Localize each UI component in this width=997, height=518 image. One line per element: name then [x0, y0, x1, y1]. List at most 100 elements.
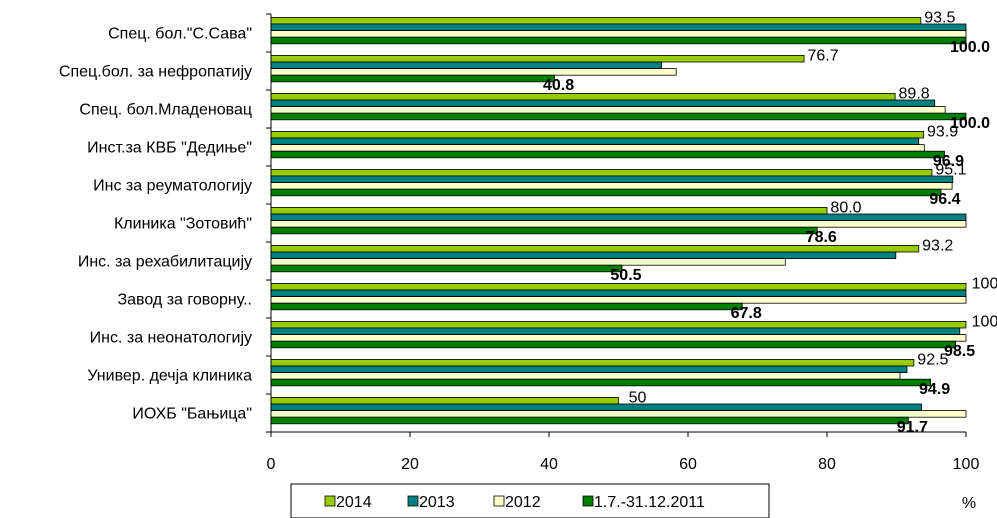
data-label: 96.4	[929, 191, 960, 208]
category-label: Спец. бол.Младеновац	[79, 102, 252, 119]
category-label: Инст.за КВБ "Дедиње"	[87, 140, 252, 157]
bar-2012-3	[270, 144, 925, 152]
data-label: 96.9	[933, 153, 964, 170]
legend-swatch	[324, 495, 336, 507]
bar-2013-9	[270, 365, 908, 373]
bar-2013-0	[270, 23, 967, 31]
x-tick-label: 60	[679, 456, 697, 473]
bar-2014-6	[270, 244, 920, 253]
category-label: Инс. за неонатологију	[90, 330, 252, 347]
bar-2014-4	[270, 168, 933, 177]
x-unit-label: %	[962, 495, 976, 512]
bar-1-7-31-12-2011-5	[270, 226, 818, 235]
bar-2013-3	[270, 137, 920, 145]
data-label: 50.5	[610, 267, 641, 284]
data-label: 93.2	[922, 237, 953, 254]
data-label: 94.9	[919, 381, 950, 398]
data-label: 100	[972, 313, 997, 330]
bar-2013-2	[270, 99, 936, 107]
data-label: 89.8	[899, 85, 930, 102]
legend-entry: 2012	[505, 494, 541, 511]
legend-entry: 1.7.-31.12.2011	[594, 494, 705, 511]
category-label: Клиника "Зотовић"	[114, 216, 252, 233]
category-labels: Спец. бол."С.Сава" Спец.бол. за нефропати…	[59, 26, 252, 423]
x-tick-label: 20	[401, 456, 419, 473]
data-label: 76.7	[807, 47, 838, 64]
category-label: ИОХБ "Бањица"	[132, 406, 252, 423]
bar-2014-0	[270, 16, 922, 25]
x-tick-label: 0	[267, 456, 276, 473]
bar-1-7-31-12-2011-8	[270, 340, 956, 349]
bar-2013-6	[270, 251, 897, 259]
x-tick-label: 80	[818, 456, 836, 473]
axes-group	[266, 13, 967, 437]
legend-swatch	[493, 495, 505, 507]
category-label: Инс. за рехабилитацију	[78, 254, 252, 271]
bar-2012-8	[270, 334, 967, 342]
legend-swatch	[407, 495, 419, 507]
category-label: Спец.бол. за нефропатију	[59, 64, 252, 81]
category-label: Универ. дечја клиника	[87, 368, 252, 385]
bar-2013-5	[270, 213, 967, 221]
data-label: 100	[972, 275, 997, 292]
bar-2012-1	[270, 68, 677, 76]
bar-2012-6	[270, 258, 786, 266]
bar-2014-8	[270, 320, 967, 329]
bar-1-7-31-12-2011-6	[270, 264, 623, 273]
data-label: 92.5	[917, 351, 948, 368]
data-label: 100.0	[950, 115, 990, 132]
data-label: 80.0	[830, 199, 861, 216]
bar-1-7-31-12-2011-10	[270, 416, 909, 425]
bar-2013-8	[270, 327, 961, 335]
data-label: 95.1	[935, 161, 966, 178]
bar-2013-1	[270, 61, 662, 69]
bar-2014-1	[270, 55, 805, 63]
data-label: 93.5	[924, 9, 955, 26]
legend-entry: 2013	[419, 494, 455, 511]
bar-2012-10	[270, 410, 967, 418]
data-label: 40.8	[543, 77, 574, 94]
bar-2012-0	[270, 30, 967, 38]
bar-2014-9	[270, 358, 915, 367]
bar-1-7-31-12-2011-3	[270, 150, 945, 159]
bar-1-7-31-12-2011-0	[270, 36, 967, 45]
legend-entry: 2014	[336, 494, 372, 511]
x-tick-label: 100	[953, 456, 980, 473]
data-label: 78.6	[806, 229, 837, 246]
bar-2012-4	[270, 182, 953, 190]
bar-2013-10	[270, 403, 922, 411]
bar-1-7-31-12-2011-2	[270, 112, 967, 121]
bar-2014-2	[270, 93, 896, 101]
bar-2013-7	[270, 289, 967, 297]
legend: 2014 2013 2012 1.7.-31.12.2011	[290, 483, 770, 518]
bar-2014-3	[270, 130, 925, 139]
category-label: Инс за реуматологију	[93, 178, 252, 195]
category-label: Спец. бол."С.Сава"	[108, 26, 252, 43]
bar-2012-5	[270, 220, 967, 228]
data-label: 98.5	[944, 343, 975, 360]
bar-2014-7	[270, 282, 967, 291]
bar-1-7-31-12-2011-9	[270, 378, 931, 387]
data-label: 67.8	[731, 305, 762, 322]
bar-2012-2	[270, 106, 946, 114]
bar-1-7-31-12-2011-1	[270, 74, 555, 83]
bar-1-7-31-12-2011-7	[270, 302, 743, 311]
data-label: 91.7	[897, 419, 928, 436]
legend-box	[290, 483, 770, 518]
bars-group	[270, 16, 967, 425]
data-label: 50	[629, 389, 647, 406]
data-labels: 93.5100.076.740.889.8100.093.996.995.196…	[543, 9, 997, 435]
x-tick-labels: 0 20 40 60 80 100	[267, 456, 980, 473]
bar-2012-7	[270, 296, 967, 304]
x-tick-label: 40	[540, 456, 558, 473]
bar-1-7-31-12-2011-4	[270, 188, 942, 197]
bar-2014-10	[270, 396, 619, 405]
bar-2012-9	[270, 372, 901, 380]
data-label: 93.9	[927, 123, 958, 140]
legend-swatch	[582, 495, 594, 507]
bar-2014-5	[270, 206, 828, 215]
category-label: Завод за говорну..	[117, 292, 252, 309]
bar-2013-4	[270, 175, 954, 183]
data-label: 100.0	[950, 39, 990, 56]
